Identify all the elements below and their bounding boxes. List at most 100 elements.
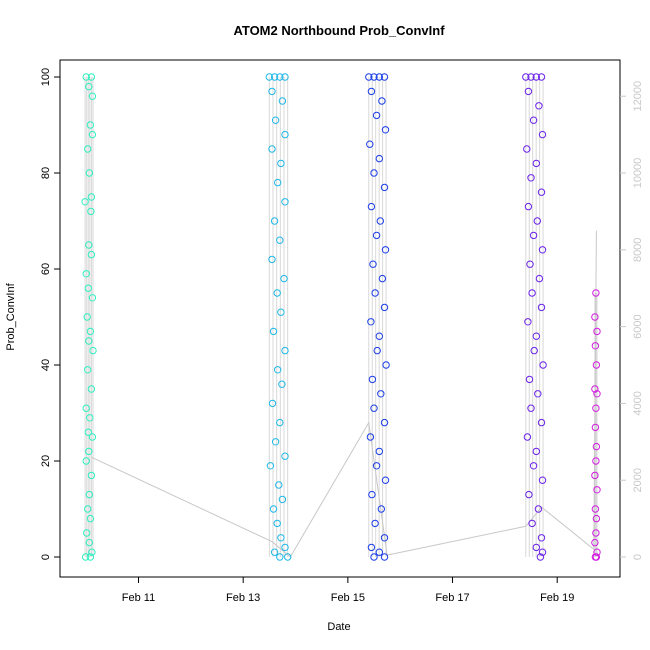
data-point-0-14: [84, 284, 93, 292]
data-point-4-5: [591, 385, 599, 393]
data-point-0-3: [88, 92, 97, 100]
y2-tick-label-8000: 8000: [632, 238, 644, 262]
y-tick-label-20: 20: [40, 455, 52, 467]
data-point-1-30: [273, 519, 281, 528]
data-point-1-34: [284, 553, 292, 561]
y2-tick-label-12000: 12000: [632, 81, 644, 112]
data-point-1-15: [280, 274, 288, 283]
data-point-2-5: [378, 97, 386, 105]
data-point-4-14: [592, 514, 601, 523]
data-point-0-27: [82, 457, 90, 465]
data-point-4-10: [592, 457, 600, 465]
data-point-3-20: [524, 318, 532, 326]
data-point-1-14: [268, 255, 276, 264]
data-point-1-32: [281, 543, 289, 552]
data-point-0-24: [84, 428, 93, 436]
data-point-1-0: [265, 73, 273, 81]
data-point-3-21: [532, 332, 540, 340]
data-point-0-1: [87, 73, 96, 81]
data-point-3-8: [523, 145, 531, 153]
data-point-1-33: [270, 548, 279, 556]
data-point-3-35: [537, 534, 546, 542]
data-point-2-14: [372, 231, 381, 240]
data-point-3-7: [538, 130, 547, 139]
y2-tick-label-4000: 4000: [632, 391, 644, 415]
x-axis-title: Date: [327, 621, 350, 633]
data-point-0-18: [85, 337, 93, 345]
y2-tick-label-10000: 10000: [632, 158, 644, 189]
data-point-3-17: [535, 274, 544, 283]
data-point-2-38: [370, 553, 378, 561]
y-tick-label-40: 40: [40, 359, 52, 371]
data-point-2-30: [372, 462, 381, 470]
y-tick-label-80: 80: [40, 167, 52, 179]
data-point-2-9: [375, 154, 383, 163]
x-tick-label-11: Feb 11: [122, 592, 155, 604]
data-point-4-13: [591, 505, 600, 513]
x-tick-label-13: Feb 13: [226, 592, 260, 604]
data-point-3-12: [524, 202, 533, 211]
data-point-2-4: [367, 87, 376, 96]
data-point-0-15: [88, 294, 97, 302]
data-point-3-34: [528, 519, 536, 528]
y-axis-title: Prob_ConvInf: [5, 282, 17, 350]
y2-tick-label-0: 0: [632, 554, 644, 560]
data-point-2-27: [380, 418, 389, 427]
data-point-0-32: [83, 529, 91, 537]
data-point-2-11: [380, 183, 389, 192]
data-point-2-12: [367, 202, 376, 211]
chart-title: ATOM2 Northbound Prob_ConvInf: [233, 23, 445, 38]
data-point-3-28: [523, 433, 532, 441]
data-point-1-3: [281, 73, 289, 81]
data-point-4-15: [592, 529, 600, 537]
data-point-1-8: [268, 145, 276, 153]
data-point-3-2: [532, 73, 540, 81]
data-point-2-25: [377, 390, 385, 398]
data-point-0-25: [88, 433, 97, 441]
data-point-3-6: [529, 116, 538, 124]
data-point-2-3: [380, 73, 389, 81]
data-point-1-5: [278, 97, 287, 105]
data-point-2-19: [380, 303, 389, 312]
x-tick-label-17: Feb 17: [435, 592, 469, 604]
data-point-2-32: [368, 490, 376, 499]
data-point-2-24: [368, 375, 377, 384]
data-point-4-3: [591, 342, 600, 350]
data-point-3-36: [532, 543, 540, 552]
data-point-4-6: [593, 390, 601, 398]
data-point-4-8: [591, 423, 600, 432]
data-point-1-16: [273, 289, 281, 297]
data-point-4-7: [592, 404, 600, 412]
data-point-3-19: [537, 303, 546, 312]
data-point-0-28: [87, 471, 96, 480]
data-point-0-2: [85, 82, 93, 91]
data-point-3-3: [537, 73, 546, 81]
data-point-1-35: [276, 553, 284, 561]
data-point-2-10: [370, 169, 378, 177]
data-point-3-0: [522, 73, 530, 81]
data-point-0-4: [86, 121, 95, 129]
data-point-2-29: [375, 447, 383, 456]
data-point-0-29: [85, 490, 94, 499]
data-point-1-12: [270, 217, 279, 225]
data-point-4-9: [592, 442, 601, 451]
data-point-3-4: [524, 87, 533, 96]
data-point-2-16: [369, 260, 377, 268]
data-point-0-21: [87, 385, 96, 393]
data-point-0-16: [83, 313, 91, 321]
data-point-3-11: [537, 188, 546, 196]
y-tick-label-100: 100: [40, 68, 52, 86]
data-point-2-20: [367, 318, 375, 326]
data-point-1-19: [281, 346, 289, 355]
data-point-3-25: [534, 390, 542, 398]
data-point-0-26: [85, 447, 93, 456]
data-point-3-5: [535, 102, 543, 110]
data-point-0-7: [85, 169, 94, 177]
data-point-4-1: [591, 313, 599, 321]
data-point-0-8: [87, 193, 96, 201]
data-point-1-10: [274, 178, 282, 187]
data-point-0-31: [86, 514, 95, 523]
data-point-4-0: [592, 289, 600, 297]
data-point-3-1: [527, 73, 535, 81]
